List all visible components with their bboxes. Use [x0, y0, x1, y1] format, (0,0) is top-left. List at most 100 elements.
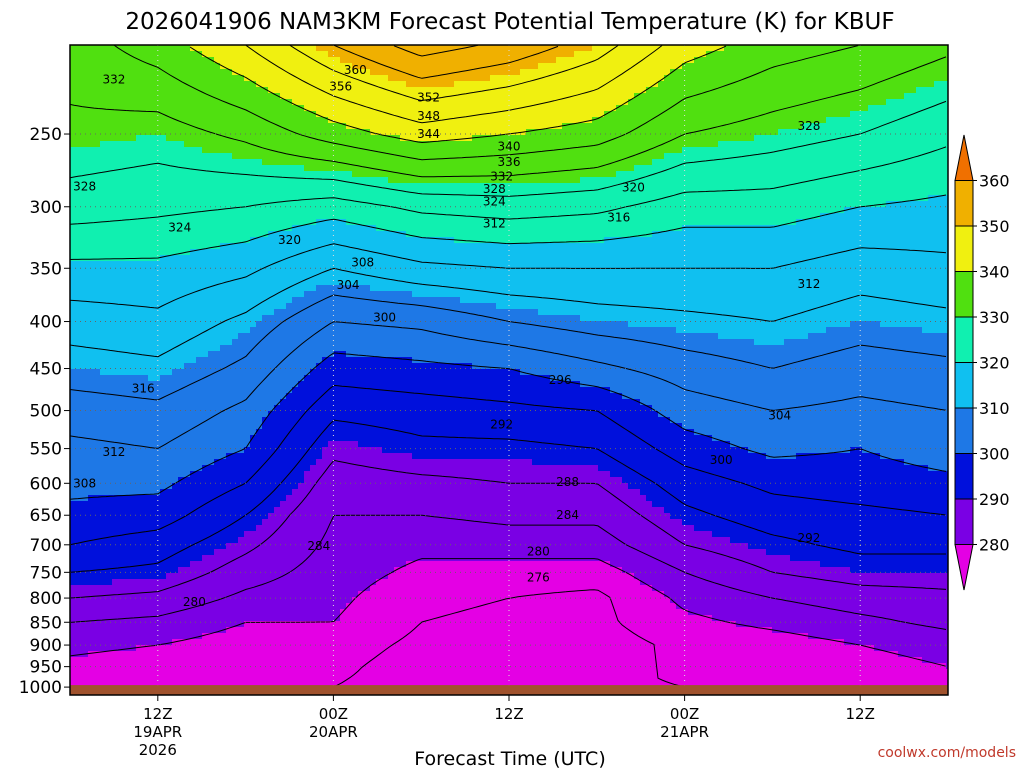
field-cell: [292, 141, 299, 148]
field-cell: [112, 585, 119, 592]
field-cell: [208, 309, 215, 316]
field-cell: [208, 231, 215, 238]
field-cell: [256, 147, 263, 154]
field-cell: [118, 141, 125, 148]
field-cell: [226, 159, 233, 166]
field-cell: [316, 291, 323, 298]
field-cell: [262, 159, 269, 166]
field-cell: [142, 579, 149, 586]
field-cell: [244, 435, 251, 442]
field-cell: [280, 171, 287, 178]
field-cell: [232, 609, 239, 616]
field-cell: [274, 393, 281, 400]
field-cell: [202, 621, 209, 628]
field-cell: [106, 453, 113, 460]
field-cell: [94, 195, 101, 202]
field-cell: [208, 411, 215, 418]
field-cell: [298, 207, 305, 214]
field-cell: [118, 633, 125, 640]
field-cell: [130, 609, 137, 616]
field-cell: [130, 147, 137, 154]
field-cell: [214, 327, 221, 334]
field-cell: [178, 399, 185, 406]
field-cell: [142, 291, 149, 298]
field-cell: [256, 435, 263, 442]
field-cell: [280, 243, 287, 250]
field-cell: [214, 645, 221, 652]
field-cell: [142, 105, 149, 112]
field-cell: [328, 201, 335, 208]
field-cell: [262, 57, 269, 64]
field-cell: [286, 381, 293, 388]
field-cell: [184, 525, 191, 532]
field-cell: [214, 249, 221, 256]
field-cell: [154, 681, 161, 688]
field-cell: [262, 369, 269, 376]
field-cell: [244, 231, 251, 238]
field-cell: [310, 567, 317, 574]
field-cell: [88, 219, 95, 226]
field-cell: [154, 555, 161, 562]
field-cell: [328, 447, 335, 454]
field-cell: [310, 513, 317, 520]
field-cell: [154, 381, 161, 388]
field-cell: [184, 195, 191, 202]
field-cell: [220, 603, 227, 610]
field-cell: [262, 219, 269, 226]
field-cell: [244, 357, 251, 364]
field-cell: [280, 537, 287, 544]
field-cell: [292, 363, 299, 370]
field-cell: [268, 657, 275, 664]
field-cell: [160, 327, 167, 334]
field-cell: [268, 57, 275, 64]
field-cell: [274, 357, 281, 364]
field-cell: [256, 273, 263, 280]
field-cell: [226, 165, 233, 172]
field-cell: [220, 681, 227, 688]
field-cell: [202, 537, 209, 544]
field-cell: [304, 597, 311, 604]
field-cell: [304, 357, 311, 364]
field-cell: [244, 159, 251, 166]
field-cell: [142, 495, 149, 502]
field-cell: [160, 93, 167, 100]
field-cell: [70, 435, 77, 442]
field-cell: [298, 57, 305, 64]
field-cell: [190, 165, 197, 172]
field-cell: [118, 147, 125, 154]
field-cell: [106, 195, 113, 202]
field-cell: [70, 339, 77, 346]
field-cell: [88, 441, 95, 448]
field-cell: [190, 471, 197, 478]
field-cell: [268, 111, 275, 118]
field-cell: [184, 669, 191, 676]
field-cell: [76, 105, 83, 112]
field-cell: [322, 111, 329, 118]
field-cell: [340, 387, 347, 394]
field-cell: [142, 651, 149, 658]
field-cell: [316, 153, 323, 160]
field-cell: [202, 657, 209, 664]
field-cell: [340, 261, 347, 268]
field-cell: [268, 603, 275, 610]
field-cell: [190, 483, 197, 490]
field-cell: [94, 663, 101, 670]
field-cell: [310, 381, 317, 388]
field-cell: [130, 345, 137, 352]
field-cell: [94, 243, 101, 250]
field-cell: [220, 441, 227, 448]
field-cell: [304, 339, 311, 346]
field-cell: [208, 63, 215, 70]
field-cell: [82, 627, 89, 634]
field-cell: [166, 429, 173, 436]
field-cell: [166, 639, 173, 646]
field-cell: [94, 261, 101, 268]
field-cell: [148, 357, 155, 364]
field-cell: [154, 141, 161, 148]
field-cell: [112, 279, 119, 286]
field-cell: [322, 309, 329, 316]
field-cell: [106, 375, 113, 382]
field-cell: [232, 417, 239, 424]
field-cell: [220, 501, 227, 508]
field-cell: [202, 273, 209, 280]
